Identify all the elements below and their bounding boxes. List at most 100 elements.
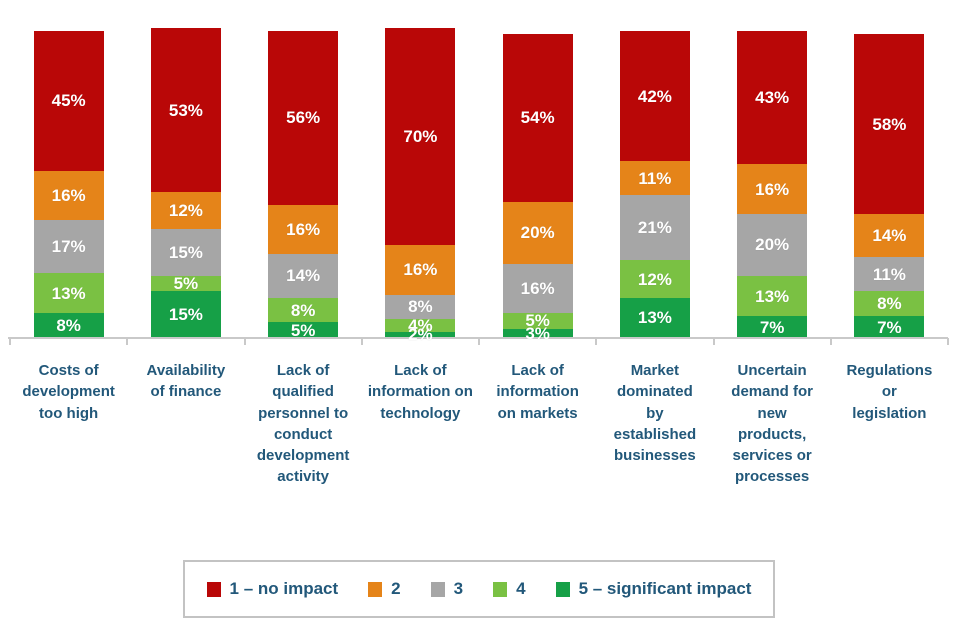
bar-value-label: 43% <box>755 88 790 108</box>
bar-value-label: 70% <box>403 127 438 146</box>
bar-segment: 20% <box>502 201 573 264</box>
axis-tick <box>829 338 832 345</box>
bar-segment: 8% <box>33 313 104 338</box>
bar-value-label: 11% <box>872 264 906 284</box>
bar-segment: 17% <box>33 220 104 273</box>
bar-segment: 5% <box>268 320 339 340</box>
bar-value-label: 7% <box>877 317 902 337</box>
bar-value-label: 2% <box>408 325 433 345</box>
bar-segment: 16% <box>268 204 339 255</box>
bar-segment: 14% <box>268 254 339 298</box>
bar-value-label: 16% <box>520 278 555 298</box>
bar-segment: 45% <box>33 31 104 171</box>
bar-value-label: 5% <box>525 311 550 331</box>
bar-value-label: 54% <box>520 108 555 128</box>
bar-segment: 13% <box>33 272 104 314</box>
bar-column: 45% 16% 17% 13% 8% <box>33 31 104 338</box>
axis-tick <box>360 338 363 345</box>
legend-item-label: 4 <box>516 579 526 598</box>
bar-value-label: 20% <box>520 223 555 243</box>
legend-color-swatch <box>430 581 445 597</box>
legend-item: 2 <box>368 579 401 599</box>
bar-value-label: 5% <box>290 320 316 340</box>
bar-value-label: 16% <box>755 179 790 199</box>
axis-tick <box>478 338 480 345</box>
bar-segment: 2% <box>385 326 456 343</box>
category-label: Lack of information on markets <box>496 362 579 422</box>
bar-segment: 54% <box>502 34 573 202</box>
bar-segment: 4% <box>385 316 456 336</box>
category-label: Availability of finance <box>146 362 226 401</box>
bar-segment: 8% <box>268 297 339 323</box>
bar-segment: 7% <box>854 316 925 338</box>
bar-value-label: 45% <box>51 91 86 111</box>
bar-value-label: 3% <box>525 323 550 343</box>
bar-segment: 12% <box>619 260 690 298</box>
bar-column: 56% 16% 14% 8% 5% <box>268 31 339 340</box>
bar-value-label: 15% <box>168 243 203 263</box>
legend-item: 3 <box>430 579 464 599</box>
axis-tick <box>595 338 598 345</box>
bar-segment: 16% <box>737 164 808 214</box>
bar-value-label: 8% <box>408 297 433 317</box>
bar-segment: 8% <box>385 294 456 320</box>
bar-segment: 20% <box>737 213 808 276</box>
legend-item-label: 3 <box>453 579 464 598</box>
bar-value-label: 11% <box>638 168 672 188</box>
bar-segment: 15% <box>150 229 221 276</box>
bar-segment: 11% <box>619 161 690 196</box>
bar-segment: 16% <box>385 245 456 295</box>
bar-segment: 11% <box>854 257 925 292</box>
bar-value-label: 8% <box>290 300 316 320</box>
legend-item: 5 – significant impact <box>555 579 752 599</box>
bar-value-label: 58% <box>872 114 907 134</box>
axis-tick <box>243 338 246 345</box>
bar-value-label: 5% <box>173 274 199 294</box>
bar-segment: 13% <box>619 297 690 338</box>
bar-segment: 42% <box>619 31 690 162</box>
bar-value-label: 14% <box>286 266 321 286</box>
bar-segment: 13% <box>737 275 808 317</box>
legend-item: 1 – no impact <box>206 579 338 599</box>
category-label: Lack of qualified personnel to conduct d… <box>256 362 350 486</box>
axis-tick <box>126 338 129 345</box>
legend-item-label: 5 – significant impact <box>578 579 752 598</box>
legend-color-swatch <box>493 581 508 597</box>
bar-segment: 16% <box>33 170 104 221</box>
bar-column: 43% 16% 20% 13% 7% <box>737 31 808 338</box>
bar-value-label: 13% <box>51 283 86 303</box>
bar-value-label: 56% <box>286 108 321 128</box>
bar-segment: 21% <box>619 195 690 261</box>
bar-column: 70% 16% 8% 4% 2% <box>385 28 456 343</box>
bar-segment: 12% <box>150 192 221 230</box>
legend-item: 4 <box>493 579 526 599</box>
bar-segment: 5% <box>150 274 221 294</box>
bar-value-label: 14% <box>872 226 907 246</box>
bar-value-label: 16% <box>51 185 86 205</box>
bar-value-label: 13% <box>637 308 672 328</box>
category-label: Market dominated by established business… <box>613 362 697 465</box>
bar-value-label: 53% <box>168 100 203 120</box>
bar-value-label: 4% <box>408 316 433 336</box>
axis-tick <box>947 338 949 345</box>
legend-color-swatch <box>368 581 383 597</box>
bar-value-label: 21% <box>637 218 672 238</box>
bar-value-label: 12% <box>637 269 672 289</box>
bar-segment: 5% <box>502 311 573 331</box>
axis-tick <box>9 338 11 345</box>
bar-column: 42% 11% 21% 12% 13% <box>619 31 690 338</box>
legend-color-swatch <box>555 581 570 597</box>
category-label: Uncertain demand for new products, servi… <box>731 362 813 486</box>
bar-segment: 7% <box>737 316 808 338</box>
category-label: Regulations or legislation <box>846 362 933 422</box>
bar-value-label: 15% <box>168 305 203 325</box>
bar-segment: 15% <box>150 291 221 338</box>
bar-segment: 8% <box>854 291 925 317</box>
category-label: Costs of development too high <box>22 362 115 422</box>
bar-value-label: 16% <box>286 219 321 239</box>
bar-column: 53% 12% 15% 5% 15% <box>150 28 221 338</box>
bar-segment: 43% <box>737 31 808 165</box>
bar-value-label: 16% <box>403 260 438 280</box>
